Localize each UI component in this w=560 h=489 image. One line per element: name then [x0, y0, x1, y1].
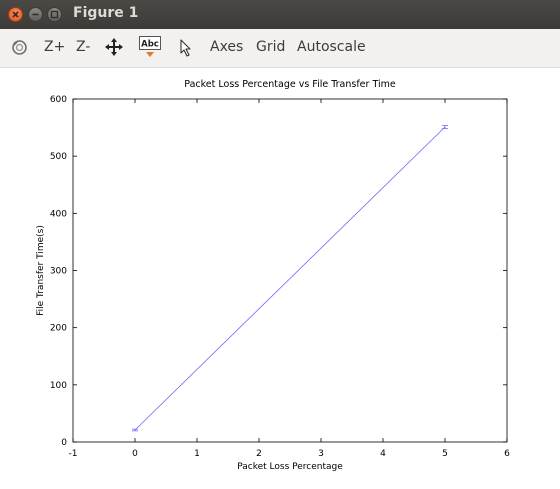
x-tick-label: 3 — [318, 449, 324, 459]
x-tick-label: 1 — [194, 449, 200, 459]
window-titlebar: Figure 1 — [0, 0, 560, 29]
grid-button[interactable]: Grid — [256, 39, 286, 55]
y-tick-label: 100 — [50, 381, 67, 391]
x-tick-label: -1 — [69, 449, 78, 459]
minimize-window-button[interactable] — [28, 7, 43, 22]
pan-move-icon — [105, 38, 123, 56]
y-tick-label: 0 — [61, 438, 67, 448]
select-pointer-button[interactable] — [179, 39, 193, 61]
y-tick-label: 400 — [50, 209, 67, 219]
x-tick-label: 4 — [380, 449, 386, 459]
svg-text:Abc: Abc — [141, 40, 159, 50]
maximize-window-button[interactable] — [47, 7, 62, 22]
maximize-icon — [50, 10, 59, 19]
autoscale-button[interactable]: Autoscale — [297, 39, 366, 55]
y-tick-label: 300 — [50, 267, 67, 277]
x-tick-label: 5 — [442, 449, 448, 459]
x-tick-label: 2 — [256, 449, 262, 459]
window-title: Figure 1 — [73, 5, 139, 21]
figure-toolbar: Z+ Z- Abc Axes Grid Autoscale — [0, 29, 560, 68]
pointer-arrow-icon — [180, 39, 191, 57]
zoom-in-button[interactable]: Z+ — [44, 39, 66, 55]
y-axis-label: File Transfer Time(s) — [36, 225, 46, 316]
text-abc-icon: Abc — [139, 36, 161, 57]
x-axis-label: Packet Loss Percentage — [237, 462, 343, 472]
close-window-button[interactable] — [8, 7, 23, 22]
x-tick-label: 0 — [132, 449, 138, 459]
y-tick-label: 600 — [50, 95, 67, 105]
chart-title: Packet Loss Percentage vs File Transfer … — [184, 79, 396, 90]
y-tick-label: 500 — [50, 152, 67, 162]
rotate-button[interactable] — [11, 39, 28, 60]
pan-button[interactable] — [105, 38, 123, 60]
series-line — [134, 126, 446, 431]
x-tick-label: 6 — [504, 449, 510, 459]
rotate-icon — [12, 40, 27, 55]
close-icon — [12, 11, 19, 18]
y-tick-label: 200 — [50, 324, 67, 334]
figure-canvas: -1 0 1 2 3 4 5 6 0 100 200 300 400 500 600 Packet Loss … — [0, 68, 560, 489]
plot-frame — [72, 98, 508, 443]
zoom-out-button[interactable]: Z- — [76, 39, 91, 55]
axes-button[interactable]: Axes — [210, 39, 244, 55]
insert-text-button[interactable]: Abc — [139, 36, 161, 62]
minimize-icon — [32, 13, 39, 16]
